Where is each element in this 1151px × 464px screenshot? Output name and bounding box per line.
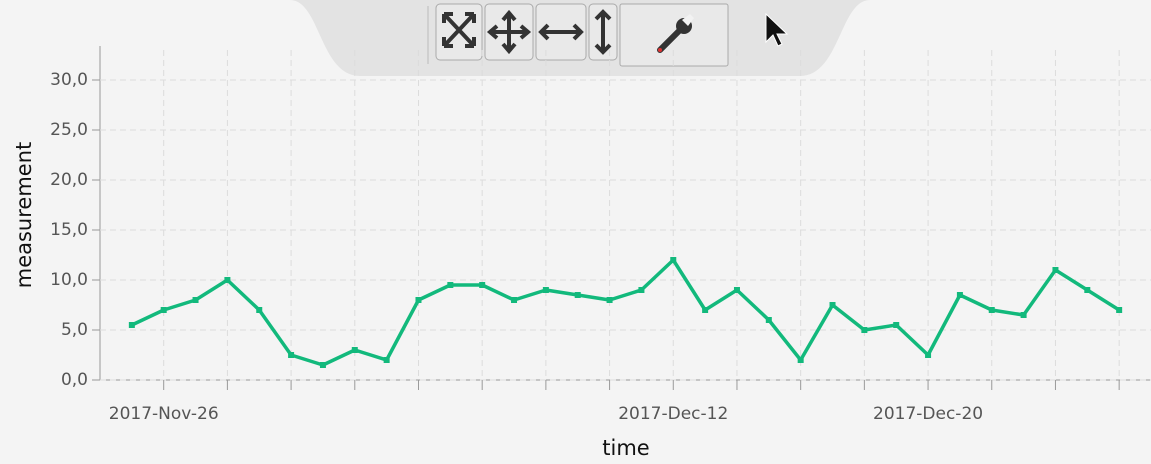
data-point [1052, 267, 1059, 273]
data-point [574, 292, 581, 298]
data-point [861, 327, 868, 333]
data-point [160, 307, 167, 313]
data-point [606, 297, 613, 303]
y-tick-label: 25,0 [50, 120, 88, 140]
data-point [479, 282, 486, 288]
data-point [670, 257, 677, 263]
data-point [988, 307, 995, 313]
data-point [383, 357, 390, 363]
y-tick-label: 10,0 [50, 270, 88, 290]
pan-button[interactable] [484, 3, 534, 61]
data-point [1116, 307, 1123, 313]
data-point [415, 297, 422, 303]
zoom-x-button[interactable] [535, 3, 587, 61]
data-point [765, 317, 772, 323]
data-point [256, 307, 263, 313]
mouse-cursor [765, 12, 789, 47]
data-point [319, 362, 326, 368]
data-point [702, 307, 709, 313]
data-point [351, 347, 358, 353]
data-point [797, 357, 804, 363]
x-tick-label: 2017-Nov-26 [109, 404, 219, 424]
y-tick-label: 15,0 [50, 220, 88, 240]
data-point [956, 292, 963, 298]
data-point [542, 287, 549, 293]
data-point [447, 282, 454, 288]
data-point [128, 322, 135, 328]
y-tick-label: 0,0 [61, 370, 88, 390]
zoom-button[interactable] [435, 3, 483, 61]
data-point [733, 287, 740, 293]
data-point [829, 302, 836, 308]
x-tick-label: 2017-Dec-20 [873, 404, 983, 424]
data-point [288, 352, 295, 358]
data-point [192, 297, 199, 303]
data-point [1020, 312, 1027, 318]
y-tick-label: 30,0 [50, 70, 88, 90]
y-tick-label: 5,0 [61, 320, 88, 340]
settings-button[interactable] [619, 3, 729, 67]
y-axis-label: measurement [12, 142, 36, 289]
data-point [511, 297, 518, 303]
x-tick-label: 2017-Dec-12 [618, 404, 728, 424]
data-point [638, 287, 645, 293]
x-axis-label: time [602, 436, 649, 460]
data-point [893, 322, 900, 328]
data-point [925, 352, 932, 358]
data-line [131, 258, 1121, 367]
data-point [224, 277, 231, 283]
data-point [1084, 287, 1091, 293]
zoom-y-button[interactable] [588, 3, 618, 61]
y-tick-label: 20,0 [50, 170, 88, 190]
